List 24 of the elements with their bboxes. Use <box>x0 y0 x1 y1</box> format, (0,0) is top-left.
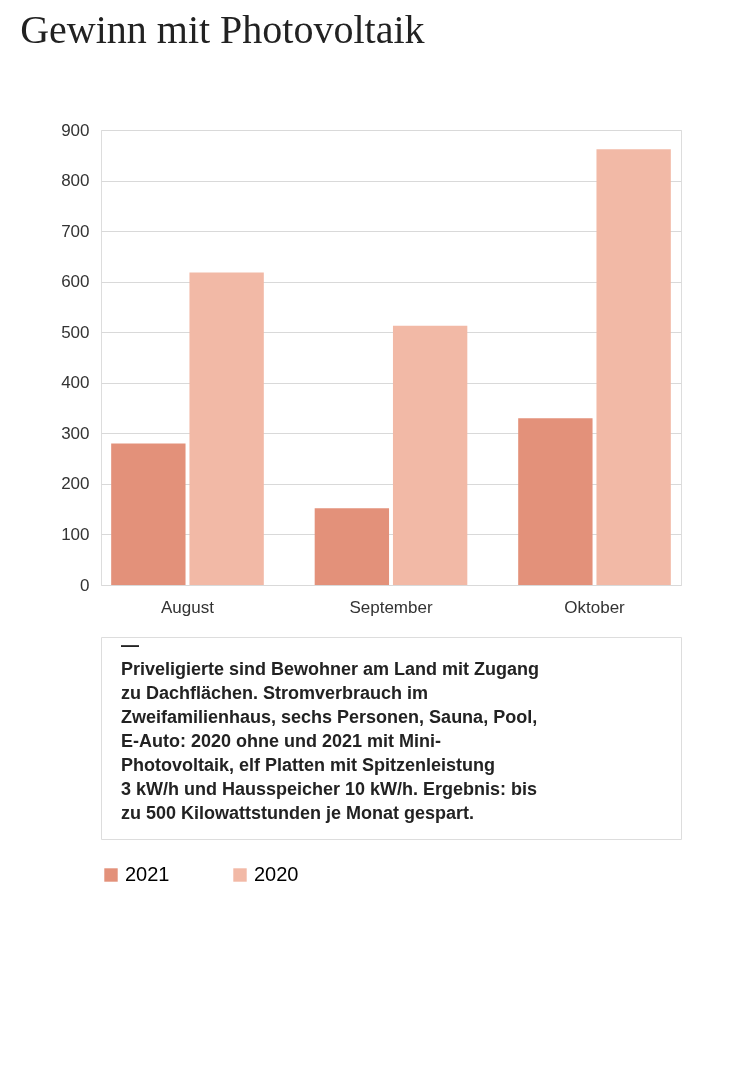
x-tick-label: Oktober <box>564 597 626 617</box>
text: Priveligierte sind Bewohner am Land mit Zugang zu Dachflächen. Stromverbrauch im Zweifamilienhaus, sechs Personen, Sauna, Pool, E-Auto: 2020 ohne und 2021 mit Mini-Photovoltaik, elf Platten mit Spitzenleistung 3 kW/h und Hausspeicher 10 kW/h. Ergebnis: bis zu 500 Kilowattstunden je Monat gespart. <box>121 659 540 823</box>
bar <box>189 272 264 585</box>
y-tick-label: 800 <box>61 171 90 191</box>
y-tick-label: 400 <box>61 373 90 393</box>
y-tick-label: 600 <box>61 272 90 292</box>
y-tick-label: 500 <box>61 322 90 342</box>
y-tick-label: 100 <box>61 524 90 544</box>
x-tick-label: September <box>349 597 433 617</box>
y-tick-label: 200 <box>61 474 90 494</box>
bar <box>111 443 186 585</box>
x-tick-label: August <box>161 597 215 617</box>
bar <box>518 418 593 585</box>
y-tick-label: 900 <box>61 120 90 140</box>
bar <box>596 149 671 585</box>
text: — <box>121 635 139 655</box>
legend-label: 2021 <box>125 863 170 885</box>
bar <box>314 508 390 585</box>
chart-title: Gewinn mit Photovoltaik <box>20 6 425 52</box>
bar <box>392 325 468 585</box>
legend-label: 2020 <box>254 863 299 885</box>
y-tick-label: 300 <box>61 423 90 443</box>
y-tick-label: 700 <box>61 221 90 241</box>
y-tick-label: 0 <box>80 575 90 595</box>
